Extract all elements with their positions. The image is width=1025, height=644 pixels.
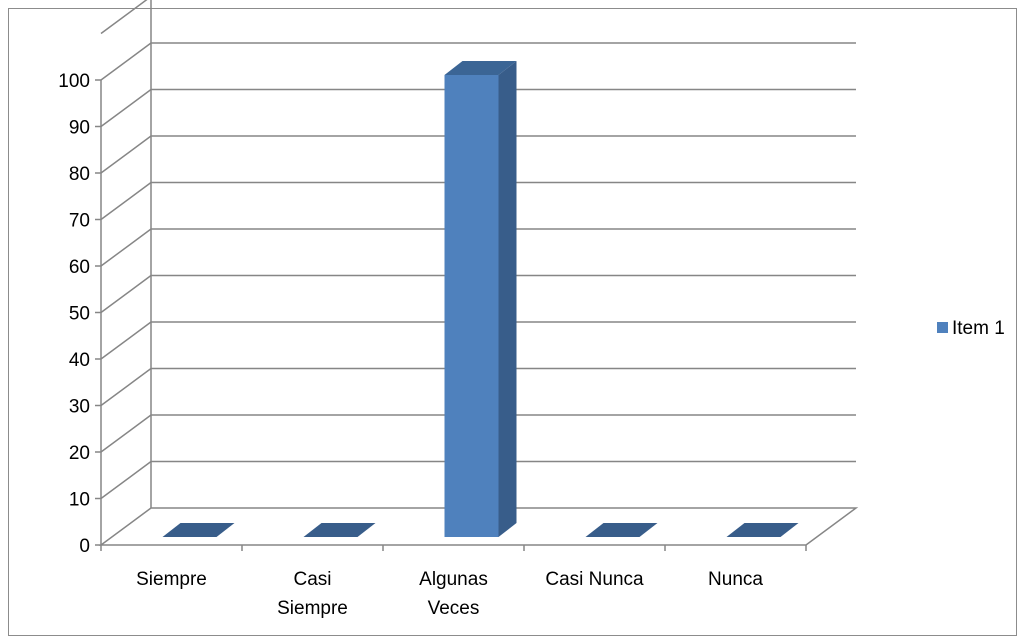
gridline-side (100, 181, 152, 221)
y-tick-labels: 0 10 20 30 40 50 60 70 80 90 100 (58, 71, 90, 557)
x-tick-label: Algunas Veces (419, 569, 488, 619)
y-tick-label: 10 (69, 490, 90, 511)
gridline-side (100, 88, 152, 128)
legend-label: Item 1 (952, 318, 1005, 339)
y-tick-label: 30 (69, 397, 90, 418)
y-tick-label: 50 (69, 304, 90, 325)
x-tick-label: Siempre (136, 569, 207, 590)
gridline-side (100, 0, 148, 35)
bar-top (303, 523, 376, 537)
chart-floor (98, 507, 859, 546)
y-tick-label: 80 (69, 164, 90, 185)
y-tick-label: 0 (79, 536, 90, 557)
x-tick-label: Nunca (708, 569, 763, 590)
gridline-side (100, 460, 152, 500)
bar-top (726, 523, 799, 537)
y-tick-label: 100 (58, 71, 90, 92)
bar (444, 61, 517, 537)
bar (585, 523, 658, 537)
x-tick-label: Casi Nunca (545, 569, 644, 590)
bar-top (444, 61, 517, 75)
x-tick-label: Casi Siempre (277, 569, 348, 619)
gridline-side (100, 274, 152, 314)
gridline-side (100, 414, 152, 453)
gridline-side (100, 42, 152, 81)
gridline-side (100, 135, 152, 174)
legend: Item 1 (937, 318, 1005, 339)
bar-top (162, 523, 235, 537)
y-tick-label: 20 (69, 443, 90, 464)
gridline-side (100, 228, 152, 267)
bar-front (444, 75, 499, 537)
gridline-side (100, 367, 152, 407)
legend-swatch (937, 322, 948, 333)
axes (95, 79, 807, 551)
y-tick-label: 90 (69, 118, 90, 139)
bar-side (498, 61, 517, 537)
gridline-side (100, 321, 152, 360)
chart-walls (98, 0, 859, 546)
bar (303, 523, 376, 537)
bar (726, 523, 799, 537)
x-tick-labels: Siempre Casi Siempre Algunas Veces Casi Nunca… (136, 569, 763, 619)
y-tick-label: 40 (69, 350, 90, 371)
y-tick-label: 70 (69, 211, 90, 232)
legend-item: Item 1 (937, 318, 1005, 339)
bars (162, 61, 799, 537)
y-tick-label: 60 (69, 257, 90, 278)
bar (162, 523, 235, 537)
bar-top (585, 523, 658, 537)
